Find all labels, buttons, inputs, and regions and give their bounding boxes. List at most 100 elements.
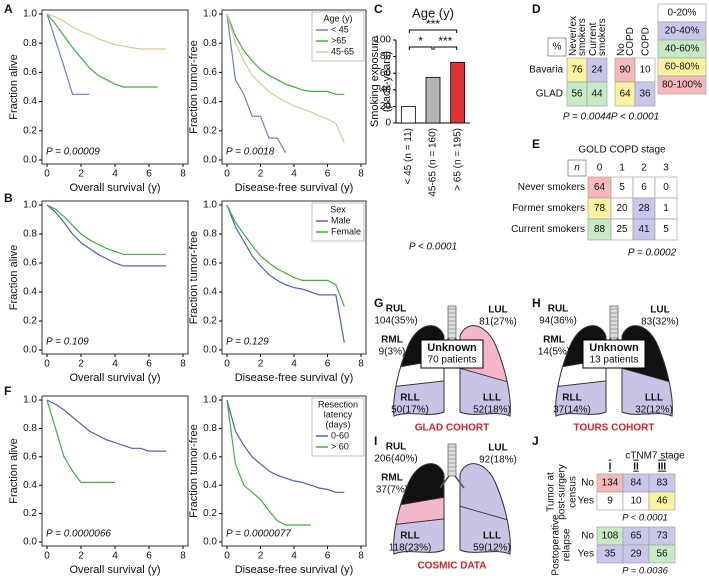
table-cell: 84 <box>630 478 642 489</box>
significance-label: *** <box>426 17 440 31</box>
x-tick-label: 0 <box>44 359 50 370</box>
y-tick-label: 0.6 <box>203 258 217 269</box>
chart-title: Age (y) <box>412 5 454 20</box>
x-tick-label: > 65 (n = 195) <box>452 128 463 191</box>
lobe-name: LUL <box>488 305 507 316</box>
x-tick-label: 4 <box>112 169 118 180</box>
lobe <box>393 517 444 554</box>
survival-curve <box>226 399 311 526</box>
x-axis-label: Overall survival (y) <box>69 564 160 576</box>
panel-letter: D <box>532 2 541 16</box>
legend-label: < 45 <box>331 24 349 34</box>
lobe-name: RLL <box>562 393 581 404</box>
table-cell: 64 <box>619 89 631 100</box>
y-tick-label: 0.0 <box>203 155 217 166</box>
x-tick-label: 8 <box>358 359 364 370</box>
table-cell: 44 <box>591 89 603 100</box>
survival-curve <box>226 13 345 143</box>
lobe-count: 9(3%) <box>379 347 406 358</box>
table-cell-bg <box>648 491 676 511</box>
plot-frame <box>41 9 189 165</box>
table-cell: 10 <box>639 65 651 76</box>
y-tick-label: 0.4 <box>203 287 217 298</box>
survival-curve <box>226 204 345 343</box>
p-value: P = 0.0018 <box>226 147 275 158</box>
x-tick-label: 6 <box>325 359 331 370</box>
lobe <box>393 495 444 527</box>
x-tick-label: 8 <box>180 551 186 562</box>
plot-frame <box>41 200 189 355</box>
y-tick-label: 0.2 <box>23 508 37 519</box>
y-axis-label: Fraction tumor-free <box>188 40 200 134</box>
survival-curve <box>46 204 166 255</box>
corner-box <box>567 159 587 177</box>
table-cell: 6 <box>641 182 647 193</box>
group-label: post-surgery <box>557 464 568 520</box>
significance-bracket <box>408 29 458 33</box>
x-axis-label: Overall survival (y) <box>69 372 160 384</box>
y-axis-label: Fraction alive <box>8 54 20 119</box>
y-tick-label: 80 <box>380 51 392 62</box>
p-value: P < 0.0001 <box>409 242 457 253</box>
lobe-name: LLL <box>483 531 501 542</box>
y-tick-label: 40 <box>380 84 392 95</box>
table-cell: 134 <box>602 478 619 489</box>
lobe <box>460 365 511 416</box>
table-cell: 108 <box>602 531 619 542</box>
unknown-box <box>420 339 484 369</box>
table-cell: 56 <box>571 89 583 100</box>
column-header: 1 <box>619 163 625 174</box>
lung-outline <box>555 325 607 417</box>
lobe-count: 92(18%) <box>479 455 517 466</box>
column-header: smokers <box>597 18 608 56</box>
y-tick-label: 0.0 <box>203 537 217 548</box>
survival-curve <box>46 13 166 50</box>
row-label: Former smokers <box>512 203 585 214</box>
survival-curve <box>46 13 158 88</box>
table-cell: 1 <box>663 203 669 214</box>
x-tick-label: 0 <box>224 551 230 562</box>
group-label: Tumor at <box>546 472 557 512</box>
y-axis-label: (pack-years) <box>381 51 393 112</box>
table-cell: 29 <box>630 549 642 560</box>
x-tick-label: 0 <box>44 551 50 562</box>
trachea <box>447 305 457 339</box>
panel-letter: E <box>532 137 540 151</box>
group-label: relapse <box>562 528 573 561</box>
group-label: Postoperative <box>551 514 562 576</box>
table-cell: 20 <box>616 203 628 214</box>
legend-title: Age (y) <box>323 13 352 23</box>
column-header: II <box>633 462 639 473</box>
x-tick-label: 8 <box>180 169 186 180</box>
legend-title: Resection <box>318 399 358 409</box>
panel-letter: F <box>4 384 11 398</box>
plot-frame <box>41 395 189 547</box>
bronchi <box>439 475 465 489</box>
panel-letter: A <box>4 2 13 16</box>
legend-box <box>311 202 365 242</box>
table-cell-bg <box>586 81 608 107</box>
cohort-label: GLAD COHORT <box>415 423 489 434</box>
p-value: P = 0.129 <box>226 337 269 348</box>
legend-title: Sex <box>330 204 346 214</box>
table-cell: 25 <box>616 224 628 235</box>
x-tick-label: < 45 (n = 11) <box>403 128 414 185</box>
significance-bracket <box>408 46 433 50</box>
table-cell: 73 <box>656 531 668 542</box>
scale-label: 80-100% <box>662 80 702 91</box>
x-tick-label: 6 <box>146 551 152 562</box>
lung-outline <box>393 463 445 555</box>
y-tick-label: 0.2 <box>203 508 217 519</box>
y-tick-label: 0.6 <box>23 67 37 78</box>
column-header: COPD <box>625 27 636 56</box>
y-axis-label: Fraction tumor-free <box>188 424 200 518</box>
table-cell: 24 <box>591 65 603 76</box>
y-tick-label: 0.0 <box>203 345 217 356</box>
table-title: GOLD COPD stage <box>578 145 666 156</box>
y-tick-label: 0.8 <box>203 423 217 434</box>
y-tick-label: 60 <box>380 68 392 79</box>
lobe-count: 83(32%) <box>641 317 679 328</box>
corner-label: n <box>574 163 580 174</box>
table-cell: 46 <box>656 496 668 507</box>
lobe-name: LUL <box>650 305 669 316</box>
